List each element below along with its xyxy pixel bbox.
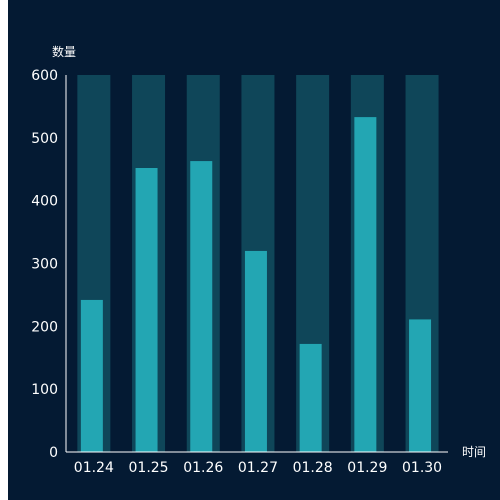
y-tick-label: 600	[31, 68, 58, 84]
bar-01.24	[80, 299, 103, 452]
x-tick-label: 01.28	[293, 460, 333, 476]
x-tick-label: 01.30	[402, 460, 442, 476]
x-tick-label: 01.27	[238, 460, 278, 476]
value-bars	[80, 117, 432, 453]
x-axis-ticks: 01.24 01.25 01.26 01.27 01.28 01.29 01.30	[74, 460, 442, 476]
y-tick-label: 100	[31, 382, 58, 398]
y-axis-title: 数量	[52, 44, 76, 59]
bar-01.29	[354, 117, 377, 453]
y-tick-label: 200	[31, 319, 58, 335]
bar-01.28	[299, 343, 322, 452]
bar-01.25	[135, 167, 158, 452]
x-tick-label: 01.25	[129, 460, 169, 476]
bar-01.30	[409, 319, 432, 452]
bar-01.26	[190, 161, 213, 452]
y-tick-label: 0	[49, 445, 58, 461]
x-tick-label: 01.29	[347, 460, 387, 476]
x-axis-title: 时间	[462, 445, 486, 459]
y-tick-label: 400	[31, 194, 58, 210]
y-tick-label: 500	[31, 131, 58, 147]
bar-01.27	[244, 250, 267, 452]
y-tick-label: 300	[31, 257, 58, 273]
x-tick-label: 01.24	[74, 460, 114, 476]
x-tick-label: 01.26	[183, 460, 223, 476]
y-axis-ticks: 0 100 200 300 400 500 600	[31, 68, 58, 461]
